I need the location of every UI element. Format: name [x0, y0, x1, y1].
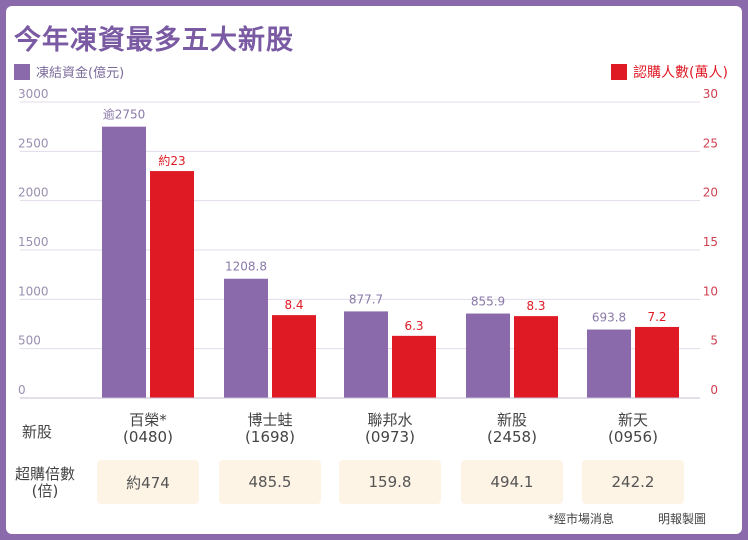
bar-funds	[466, 313, 510, 398]
data-label-funds: 855.9	[471, 295, 505, 309]
oversubscription-value: 159.8	[339, 460, 441, 504]
stock-name: 新股	[496, 411, 527, 429]
oversubscription-value: 242.2	[582, 460, 684, 504]
y-tick-right: 20	[703, 186, 718, 200]
data-label-people: 6.3	[404, 319, 423, 333]
data-label-funds: 逾2750	[103, 107, 146, 122]
bar-funds	[344, 311, 388, 398]
bar-funds	[587, 329, 631, 398]
stock-code: (0480)	[123, 428, 173, 446]
y-tick-right: 25	[703, 136, 718, 150]
y-tick-left: 1000	[18, 284, 49, 298]
stock-code: (0973)	[365, 428, 415, 446]
data-label-funds: 693.8	[592, 311, 626, 325]
y-tick-left: 2000	[18, 186, 49, 200]
bar-people	[392, 335, 436, 398]
y-tick-right: 0	[710, 383, 718, 397]
bar-people	[150, 171, 194, 398]
data-label-people: 8.4	[284, 298, 303, 312]
pe-row-label: 超購倍數 (倍)	[14, 465, 75, 500]
stock-name-label: 百榮* (0480)	[108, 412, 188, 446]
stock-name: 博士蛙	[247, 411, 293, 429]
footnote: *經市場消息	[548, 512, 615, 526]
oversubscription-value: 494.1	[461, 460, 563, 504]
y-tick-left: 3000	[18, 87, 49, 101]
y-tick-right: 5	[710, 334, 718, 348]
bar-funds	[102, 126, 146, 399]
y-tick-left: 1500	[18, 235, 49, 249]
stock-name-label: 新股 (2458)	[472, 412, 552, 446]
y-tick-left: 0	[18, 383, 26, 397]
y-tick-left: 500	[18, 334, 41, 348]
stock-name: 新天	[617, 411, 648, 429]
legend-swatch-people	[611, 64, 628, 80]
data-label-funds: 1208.8	[225, 260, 267, 274]
data-label-people: 8.3	[526, 299, 545, 313]
stock-name-label: 聯邦水 (0973)	[350, 412, 430, 446]
data-label-people: 約23	[158, 153, 185, 168]
legend-people: 認購人數(萬人)	[611, 62, 728, 82]
chart-title: 今年凍資最多五大新股	[14, 25, 294, 56]
y-tick-right: 30	[703, 87, 718, 101]
legend-label-funds: 凍結資金(億元)	[36, 66, 125, 81]
data-label-funds: 877.7	[349, 292, 383, 306]
legend-funds: 凍結資金(億元)	[14, 62, 124, 81]
oversubscription-value: 約474	[97, 460, 199, 504]
legend-swatch-funds	[14, 63, 30, 80]
stock-code: (2458)	[487, 428, 537, 446]
bar-people	[635, 326, 679, 398]
bar-people	[514, 316, 558, 398]
y-tick-left: 2500	[18, 136, 49, 150]
oversubscription-value: 485.5	[219, 460, 321, 504]
stock-row-label: 新股	[22, 423, 53, 441]
y-tick-right: 15	[703, 235, 718, 249]
source-credit: 明報製圖	[658, 512, 707, 526]
stock-name: 聯邦水	[367, 411, 413, 429]
stock-code: (1698)	[245, 428, 295, 446]
bar-funds	[224, 278, 268, 398]
y-tick-right: 10	[703, 284, 718, 298]
stock-name: 百榮*	[129, 411, 167, 429]
bar-people	[272, 315, 316, 398]
stock-name-label: 博士蛙 (1698)	[230, 412, 310, 446]
stock-code: (0956)	[608, 428, 658, 446]
data-label-people: 7.2	[647, 310, 666, 324]
stock-name-label: 新天 (0956)	[593, 412, 673, 446]
legend-label-people: 認購人數(萬人)	[633, 65, 728, 81]
